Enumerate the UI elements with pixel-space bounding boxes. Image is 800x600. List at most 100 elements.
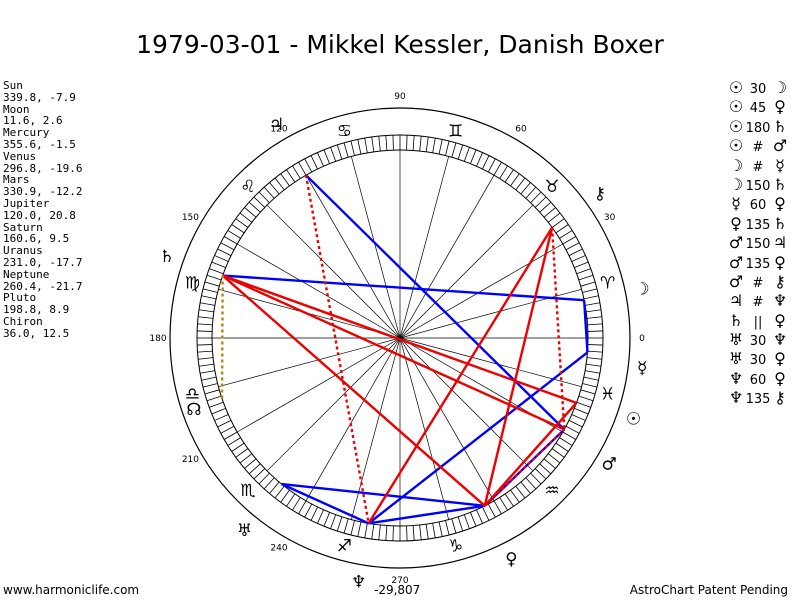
aspect-symbol: 135 [745,217,771,233]
degree-tick [551,448,565,458]
aspect-symbol: || [753,314,763,330]
degree-tick [202,383,218,388]
degree-tick [425,136,429,152]
aspect-row: ♂ 135 ♀ [727,253,789,272]
degree-tick [211,408,226,415]
degree-tick [269,182,280,195]
degree-tick [539,463,552,475]
planet-name-venus: Venus [3,149,37,163]
degree-tick [211,261,226,268]
degree-tick [206,395,222,402]
degree-tick [317,509,324,524]
degree-tick [412,525,415,541]
degree-tick [209,401,224,408]
degree-tick [419,136,422,152]
aspect-symbol: 60 [749,198,767,214]
degree-tick [310,155,318,170]
aspect-line [483,402,578,507]
degree-tick [357,139,362,155]
degree-tick [510,489,520,503]
aspect-line [305,174,566,431]
planet-coords-jupiter: 120.0, 20.8 [3,208,76,222]
degree-tick [571,414,586,421]
aspect-line [367,226,554,524]
degree-tick [586,309,602,313]
degree-tick [574,261,589,268]
degree-tick [499,165,508,179]
footer-website[interactable]: www.harmoniclife.com [3,583,140,597]
planet-name-pluto: Pluto [3,291,37,305]
aspect-row: ♄ || ♀ [727,311,789,330]
degree-tick [304,503,313,518]
degree-tick [587,344,603,346]
degree-tick [231,224,245,234]
degree-tick [378,136,381,152]
degree-tick [470,149,477,164]
degree-tick [578,274,594,281]
degree-tick [565,425,580,434]
planet-coords-pluto: 198.8, 8.9 [3,303,70,317]
planet-glyph-icon: ♀ [774,349,786,369]
zodiac-sign-icon: ♓ [600,385,615,405]
degree-tick [425,524,429,540]
planet-glyph-icon: ☉ [728,136,744,156]
planet-glyph-icon: ♂ [728,233,744,253]
degree-tick [220,425,235,434]
degree-tick [547,453,561,464]
degree-tick [217,248,232,256]
degree-tick [204,389,220,395]
planet-name-mars: Mars [3,173,30,187]
aspect-symbol: 135 [745,392,771,408]
degree-tick [248,463,261,475]
degree-tick [534,196,547,208]
planet-coords-chiron: 36.0, 12.5 [3,326,70,340]
degree-tick [371,524,375,540]
degree-label: 90 [394,92,406,102]
degree-tick [378,524,381,540]
degree-label: 30 [604,213,616,223]
zodiac-sign-icon: ♌ [240,177,255,197]
degree-tick [248,201,261,213]
degree-tick [515,485,526,499]
degree-tick [565,242,580,251]
planet-glyph-icon: ☽ [728,174,744,194]
planet-moon-icon: ☽ [634,279,649,299]
zodiac-sign-icon: ♋ [337,121,352,141]
degree-tick [432,138,436,153]
degree-tick [197,323,213,326]
planet-sun-icon: ☉ [626,409,641,429]
aspect-line [222,274,565,431]
aspect-row: ♅ 30 ♀ [727,349,789,368]
aspect-symbol: 180 [745,120,771,136]
aspect-symbol: 30 [749,82,767,97]
degree-tick [476,152,483,167]
degree-tick [292,497,301,511]
degree-tick [445,520,450,536]
degree-label: 0 [639,334,645,344]
degree-tick [555,442,569,452]
aspect-row: ♅ 30 ♆ [727,330,789,349]
planet-glyph-icon: ♆ [772,291,788,311]
degree-tick [539,201,552,213]
aspect-line [367,351,589,525]
planet-glyph-icon: ♀ [774,368,786,388]
degree-tick [231,442,245,452]
planet-coords-uranus: 231.0, -17.7 [3,255,83,269]
degree-tick [200,302,215,306]
degree-tick [269,481,280,494]
aspect-row: ☿ 60 ♀ [727,194,789,213]
zodiac-sign-icon: ♊ [448,121,463,141]
planet-glyph-icon: ♅ [728,330,744,350]
degree-tick [357,521,362,537]
aspect-line [222,274,585,302]
aspect-list: ☉ 30 ☽ ☉ 45 ♀ ☉ 180 ♄ ☉ # ♂ ☽ # ☿ ☽ 150 ♄ ☿ 60 ♀ ♀ 135 ♄ ♂ 150 ♃ ♂ 1… [727,78,789,408]
degree-tick [571,255,586,262]
degree-tick [586,316,602,319]
planet-glyph-icon: ♀ [774,252,786,272]
degree-tick [451,518,457,534]
degree-tick [201,295,217,300]
aspect-line [220,275,224,399]
degree-tick [198,316,214,319]
degree-tick [445,140,450,156]
planet-glyph-icon: ♆ [728,368,744,388]
